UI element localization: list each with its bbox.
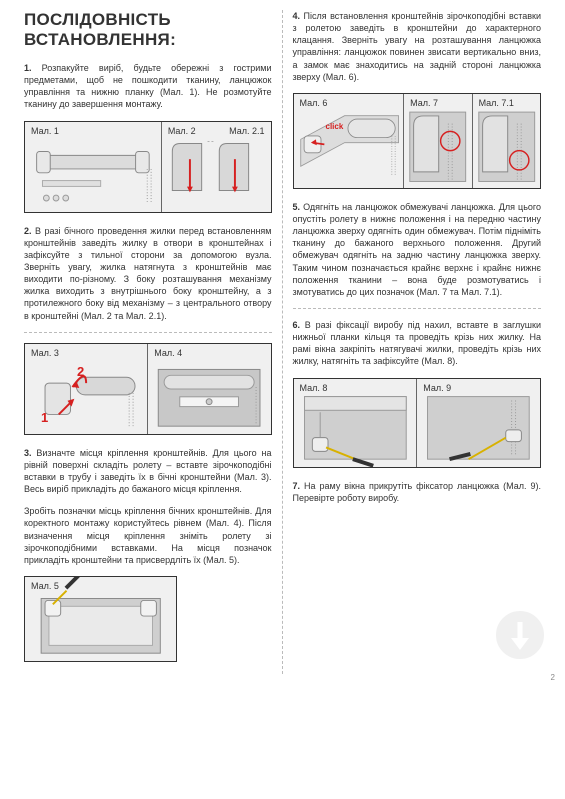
figure-3-4: Мал. 3 2 1 xyxy=(24,343,272,435)
figure-7-1: Мал. 7.1 xyxy=(472,94,540,188)
figure-3-label-1: 1 xyxy=(41,410,48,425)
figure-3-caption: Мал. 3 xyxy=(31,348,59,358)
step-4-text: 4. Після встановлення кронштейнів зірочк… xyxy=(293,10,542,83)
figure-21-caption: Мал. 2.1 xyxy=(229,126,264,136)
left-column: ПОСЛІДОВНІСТЬ ВСТАНОВЛЕННЯ: 1. Розпакуйт… xyxy=(14,10,283,674)
step-1-body: Розпакуйте виріб, будьте обережні з гост… xyxy=(24,63,272,109)
figure-2-caption: Мал. 2 xyxy=(168,126,196,136)
figure-4-caption: Мал. 4 xyxy=(154,348,182,358)
click-label: click xyxy=(326,122,344,131)
figure-1: Мал. 1 xyxy=(25,122,161,212)
step-2-body: В разі бічного проведення жилки перед вс… xyxy=(24,226,272,321)
step-1-text: 1. Розпакуйте виріб, будьте обережні з г… xyxy=(24,62,272,111)
figure-6-7: Мал. 6 click Мал. 7 xyxy=(293,93,542,189)
right-column: 4. Після встановлення кронштейнів зірочк… xyxy=(283,10,552,674)
step-5-body: Одягніть на ланцюжок обмежувачі ланцюжка… xyxy=(293,202,542,297)
step-3-text: 3. Визначте місця кріплення кронштейнів.… xyxy=(24,447,272,496)
figure-5: Мал. 5 xyxy=(24,576,177,662)
figure-4: Мал. 4 xyxy=(147,344,270,434)
step-3a-body: Визначте місця кріплення кронштейнів. Дл… xyxy=(24,448,272,494)
figure-3-label-2: 2 xyxy=(77,364,84,379)
horizontal-separator-right xyxy=(293,308,542,309)
figure-2: Мал. 2 Мал. 2.1 xyxy=(161,122,271,212)
step-5-text: 5. Одягніть на ланцюжок обмежувачі ланцю… xyxy=(293,201,542,298)
figure-6-drawing xyxy=(294,94,404,188)
figure-9-caption: Мал. 9 xyxy=(423,383,451,393)
figure-5-caption: Мал. 5 xyxy=(31,581,59,591)
figure-71-caption: Мал. 7.1 xyxy=(479,98,514,108)
figure-9: Мал. 9 xyxy=(416,379,540,467)
step-6-text: 6. В разі фіксації виробу під нахил, вст… xyxy=(293,319,542,368)
figure-71-drawing xyxy=(473,94,540,188)
page: ПОСЛІДОВНІСТЬ ВСТАНОВЛЕННЯ: 1. Розпакуйт… xyxy=(0,0,565,688)
step-7-text: 7. На раму вікна прикрутіть фіксатор лан… xyxy=(293,480,542,504)
figure-8-caption: Мал. 8 xyxy=(300,383,328,393)
step-4-body: Після встановлення кронштейнів зірочкопо… xyxy=(293,11,542,82)
step-2-text: 2. В разі бічного проведення жилки перед… xyxy=(24,225,272,322)
figure-1-2: Мал. 1 xyxy=(24,121,272,213)
page-number: 2 xyxy=(551,673,555,682)
figure-6: Мал. 6 click xyxy=(294,94,404,188)
figure-6-caption: Мал. 6 xyxy=(300,98,328,108)
figure-3: Мал. 3 2 1 xyxy=(25,344,147,434)
figure-1-caption: Мал. 1 xyxy=(31,126,59,136)
page-title: ПОСЛІДОВНІСТЬ ВСТАНОВЛЕННЯ: xyxy=(24,10,272,50)
figure-8: Мал. 8 xyxy=(294,379,417,467)
figure-7-drawing xyxy=(404,94,471,188)
two-column-layout: ПОСЛІДОВНІСТЬ ВСТАНОВЛЕННЯ: 1. Розпакуйт… xyxy=(14,10,551,674)
step-6-body: В разі фіксації виробу під нахил, вставт… xyxy=(293,320,542,366)
step-7-body: На раму вікна прикрутіть фіксатор ланцюж… xyxy=(293,481,542,503)
figure-8-9: Мал. 8 Мал. 9 xyxy=(293,378,542,468)
horizontal-separator-left xyxy=(24,332,272,333)
watermark-icon xyxy=(493,608,547,662)
step-3b-body: Зробіть позначки місць кріплення бічних … xyxy=(24,506,272,565)
figure-7: Мал. 7 xyxy=(403,94,471,188)
step-3b-text: Зробіть позначки місць кріплення бічних … xyxy=(24,505,272,566)
figure-7-caption: Мал. 7 xyxy=(410,98,438,108)
